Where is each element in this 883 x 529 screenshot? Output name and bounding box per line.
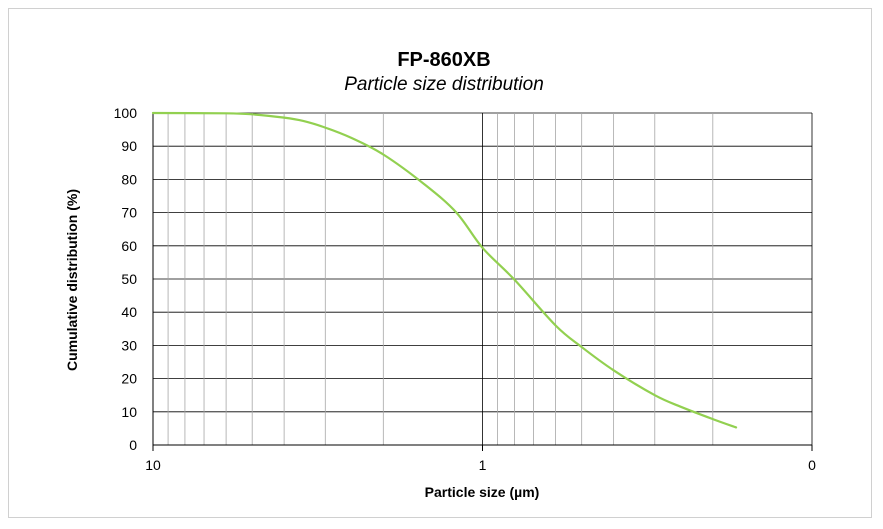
y-tick-label: 50 (121, 271, 137, 287)
y-tick-label: 30 (121, 337, 137, 353)
y-tick-label: 80 (121, 171, 137, 187)
y-axis-label: Cumulative distribution (%) (64, 189, 80, 371)
grid (152, 112, 813, 445)
x-tick-label: 1 (479, 457, 487, 473)
x-tick-label: 10 (145, 457, 161, 473)
chart-frame (8, 8, 872, 518)
y-tick-label: 60 (121, 238, 137, 254)
chart-subtitle: Particle size distribution (344, 74, 544, 95)
distribution-line (151, 111, 738, 429)
series-group (151, 111, 738, 429)
y-tick-label: 20 (121, 371, 137, 387)
y-tick-label: 100 (114, 105, 138, 121)
x-axis-label: Particle size (µm) (425, 484, 540, 500)
axes (152, 113, 813, 451)
y-tick-label: 10 (121, 404, 137, 420)
chart-title: FP-860XB (397, 49, 490, 71)
y-tick-label: 40 (121, 304, 137, 320)
x-tick-label: 0 (808, 457, 816, 473)
y-tick-label: 0 (129, 437, 137, 453)
y-tick-label: 90 (121, 138, 137, 154)
y-tick-label: 70 (121, 205, 137, 221)
